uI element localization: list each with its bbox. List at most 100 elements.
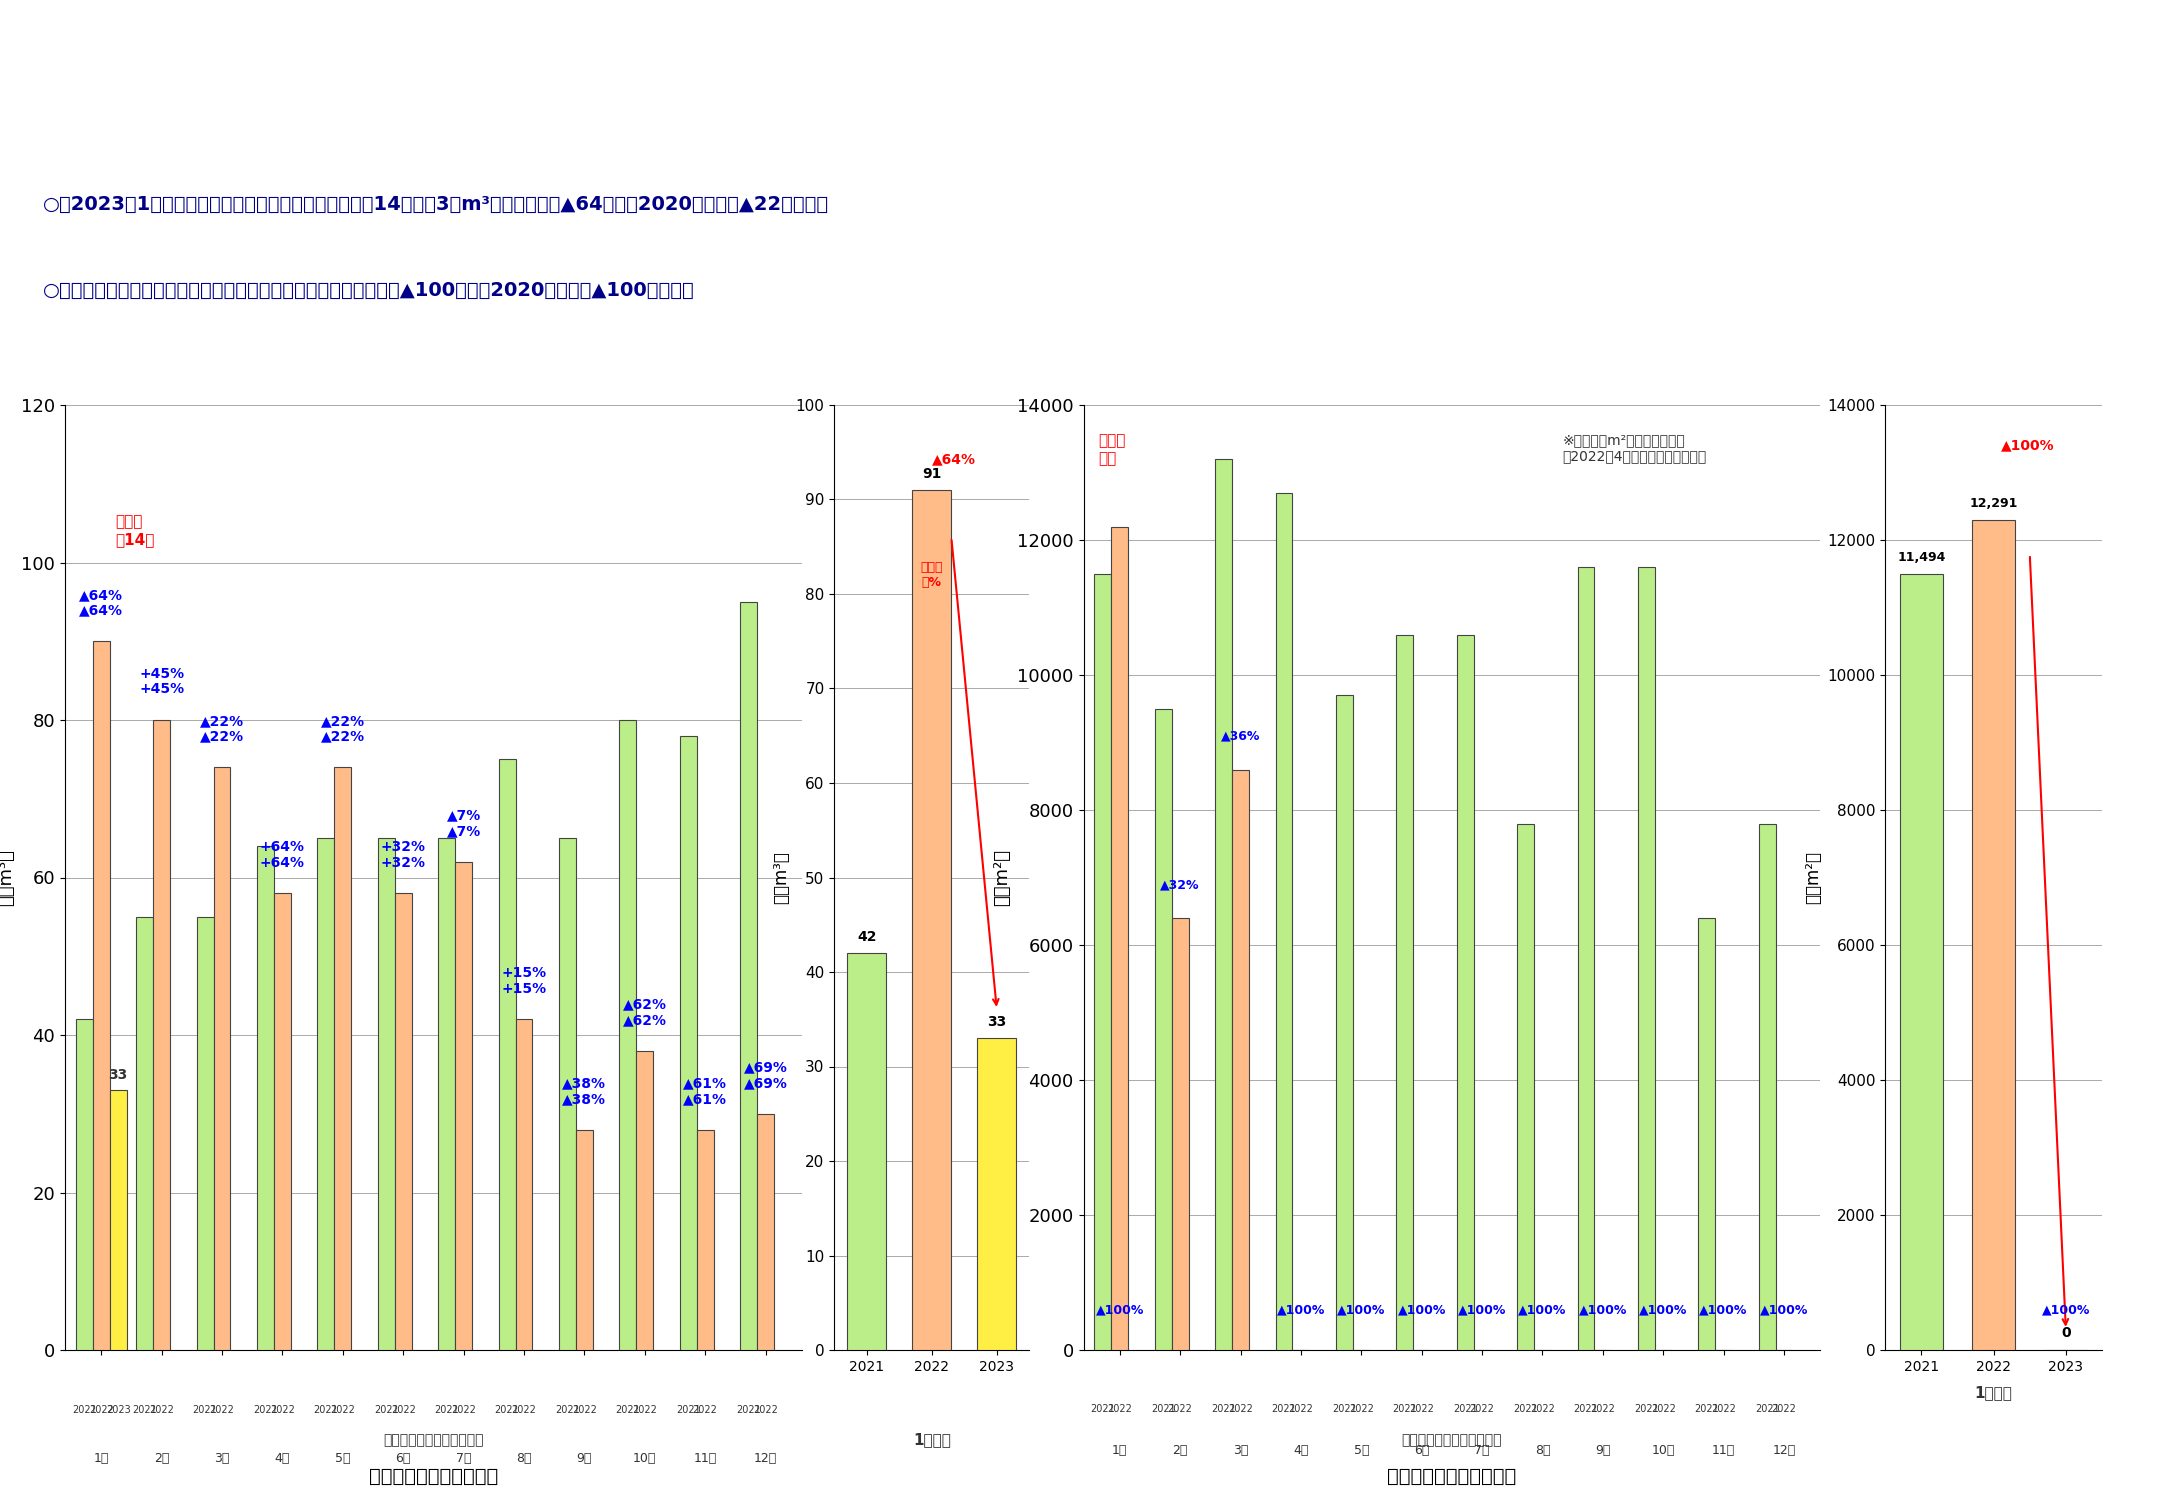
Bar bbox=[1172, 918, 1188, 1350]
Text: 2021: 2021 bbox=[1272, 1404, 1296, 1414]
Text: 2022: 2022 bbox=[754, 1406, 778, 1414]
Text: 2022: 2022 bbox=[1530, 1404, 1556, 1414]
Text: 2022: 2022 bbox=[1107, 1404, 1131, 1414]
Text: 2022: 2022 bbox=[693, 1406, 717, 1414]
Bar bbox=[1335, 696, 1352, 1350]
Text: ▲22%: ▲22% bbox=[321, 714, 364, 728]
Text: ▲61%: ▲61% bbox=[683, 1092, 728, 1106]
Text: ▲64%: ▲64% bbox=[80, 588, 124, 602]
Text: 2022: 2022 bbox=[1229, 1404, 1253, 1414]
Text: 2022: 2022 bbox=[572, 1406, 596, 1414]
Text: 4月: 4月 bbox=[1294, 1444, 1309, 1458]
Text: 4月: 4月 bbox=[275, 1452, 290, 1466]
Text: ▲100%: ▲100% bbox=[1097, 1304, 1144, 1317]
Text: 2021: 2021 bbox=[254, 1406, 277, 1414]
Text: +64%: +64% bbox=[260, 840, 306, 854]
Text: 5: 5 bbox=[2059, 1432, 2080, 1462]
Text: ▲100%: ▲100% bbox=[1638, 1304, 1688, 1317]
Text: 12月: 12月 bbox=[754, 1452, 778, 1466]
Text: +45%: +45% bbox=[139, 682, 184, 696]
Text: ▲100%: ▲100% bbox=[1699, 1304, 1749, 1317]
Text: ▲38%: ▲38% bbox=[563, 1076, 607, 1090]
Bar bbox=[698, 1130, 713, 1350]
Text: 2021: 2021 bbox=[1090, 1404, 1116, 1414]
Text: 2月: 2月 bbox=[1172, 1444, 1188, 1458]
Text: ▲7%: ▲7% bbox=[446, 824, 481, 839]
Y-axis label: （千m³）: （千m³） bbox=[771, 850, 791, 904]
Text: 2021: 2021 bbox=[314, 1406, 338, 1414]
Text: ロシアからの製材輸入量: ロシアからの製材輸入量 bbox=[368, 1467, 498, 1486]
Bar bbox=[1578, 567, 1595, 1350]
Bar bbox=[1900, 574, 1944, 1350]
Bar bbox=[1517, 824, 1534, 1350]
Text: 2021: 2021 bbox=[737, 1406, 761, 1414]
Text: 2022: 2022 bbox=[511, 1406, 537, 1414]
Text: 2022: 2022 bbox=[1409, 1404, 1435, 1414]
Text: 3月: 3月 bbox=[215, 1452, 230, 1466]
Text: 2021: 2021 bbox=[1573, 1404, 1599, 1414]
Text: 1月: 1月 bbox=[1112, 1444, 1127, 1458]
Text: 2021: 2021 bbox=[433, 1406, 459, 1414]
Bar bbox=[215, 768, 230, 1350]
Bar bbox=[498, 759, 516, 1350]
Text: 2022: 2022 bbox=[329, 1406, 355, 1414]
Text: ▲7%: ▲7% bbox=[446, 808, 481, 822]
Bar bbox=[377, 839, 394, 1350]
Bar bbox=[334, 768, 351, 1350]
Text: ▲100%: ▲100% bbox=[1519, 1304, 1567, 1317]
Text: ○　同月のロシアからの単板輸入量は、輸入実績なし（前年同月比▲100％減、2020年同月比▲100％減）。: ○ 同月のロシアからの単板輸入量は、輸入実績なし（前年同月比▲100％減、202… bbox=[43, 280, 696, 300]
Text: ▲64%: ▲64% bbox=[932, 453, 975, 466]
Text: ▲22%: ▲22% bbox=[321, 729, 364, 744]
Text: 2022: 2022 bbox=[390, 1406, 416, 1414]
Text: 2022: 2022 bbox=[89, 1406, 113, 1414]
Text: 33: 33 bbox=[988, 1014, 1005, 1029]
Text: 9月: 9月 bbox=[576, 1452, 592, 1466]
Text: 2022: 2022 bbox=[1773, 1404, 1796, 1414]
Bar bbox=[741, 602, 756, 1350]
Text: 12,291: 12,291 bbox=[1970, 496, 2017, 510]
Text: ▲100%: ▲100% bbox=[1760, 1304, 1807, 1317]
Bar bbox=[1760, 824, 1775, 1350]
Text: 2021: 2021 bbox=[1513, 1404, 1539, 1414]
Text: 2021: 2021 bbox=[676, 1406, 700, 1414]
Y-axis label: （千m³）: （千m³） bbox=[0, 849, 15, 906]
Text: 10月: 10月 bbox=[1651, 1444, 1675, 1458]
Text: 2021: 2021 bbox=[1393, 1404, 1417, 1414]
Bar bbox=[1638, 567, 1656, 1350]
Text: 2021: 2021 bbox=[72, 1406, 98, 1414]
Text: ▲62%: ▲62% bbox=[622, 998, 667, 1011]
Text: 0: 0 bbox=[2061, 1326, 2072, 1340]
Bar bbox=[912, 490, 951, 1350]
Text: 前月比
＋14％: 前月比 ＋14％ bbox=[115, 514, 154, 548]
Bar bbox=[576, 1130, 594, 1350]
Bar bbox=[1396, 634, 1413, 1350]
Text: ▲100%: ▲100% bbox=[1337, 1304, 1385, 1317]
Text: ▲61%: ▲61% bbox=[683, 1076, 728, 1090]
Text: 2022: 2022 bbox=[210, 1406, 234, 1414]
Bar bbox=[394, 894, 412, 1350]
Text: 2022: 2022 bbox=[150, 1406, 173, 1414]
Text: 2022: 2022 bbox=[1289, 1404, 1313, 1414]
Text: ▲100%: ▲100% bbox=[1276, 1304, 1324, 1317]
Y-axis label: （千m²）: （千m²） bbox=[995, 849, 1012, 906]
Text: +32%: +32% bbox=[381, 840, 425, 854]
Bar bbox=[756, 1113, 774, 1350]
Text: ▲100%: ▲100% bbox=[1458, 1304, 1506, 1317]
Bar bbox=[111, 1090, 126, 1350]
Bar bbox=[680, 736, 698, 1350]
Text: 1月実績: 1月実績 bbox=[912, 1432, 951, 1448]
Text: 2021: 2021 bbox=[1634, 1404, 1658, 1414]
Bar bbox=[316, 839, 334, 1350]
Text: 7月: 7月 bbox=[1474, 1444, 1491, 1458]
Bar bbox=[559, 839, 576, 1350]
Text: ▲100%: ▲100% bbox=[2041, 1304, 2089, 1317]
Text: ▲100%: ▲100% bbox=[2000, 438, 2054, 453]
Bar bbox=[273, 894, 290, 1350]
Text: 2022: 2022 bbox=[1469, 1404, 1495, 1414]
Bar bbox=[1094, 574, 1112, 1350]
Bar bbox=[93, 642, 111, 1350]
Text: 1月実績: 1月実績 bbox=[1974, 1386, 2013, 1401]
Text: +15%: +15% bbox=[501, 966, 546, 980]
Text: ▲38%: ▲38% bbox=[563, 1092, 607, 1106]
Text: ※単板のみm²（平米）で算出
（2022年4月以降輸入実績なし）: ※単板のみm²（平米）で算出 （2022年4月以降輸入実績なし） bbox=[1562, 433, 1708, 464]
